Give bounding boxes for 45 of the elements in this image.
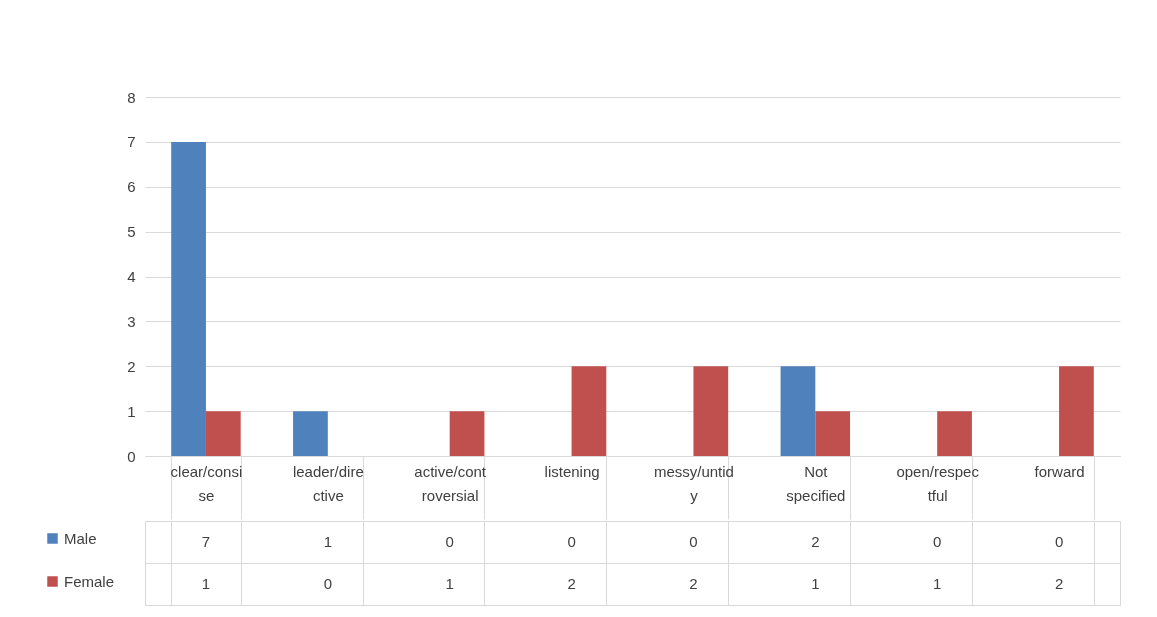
data-label: 0 <box>323 575 332 592</box>
x-tick-label: Not specified <box>786 462 846 504</box>
y-tick-label: 8 <box>127 88 136 106</box>
data-label: 1 <box>445 575 454 592</box>
y-tick-label: 1 <box>127 402 136 420</box>
bar <box>815 411 851 456</box>
bar <box>293 411 328 456</box>
data-label: 2 <box>1054 575 1064 592</box>
data-label: 7 <box>201 533 211 550</box>
bar <box>937 411 972 456</box>
data-label: 2 <box>689 575 698 592</box>
bar <box>780 366 816 456</box>
bar <box>571 366 607 456</box>
legend-label: Male <box>64 529 97 547</box>
x-tick-label: messy/untidy <box>653 462 734 504</box>
bar <box>1059 366 1094 456</box>
bar <box>449 411 485 456</box>
legend-label: Female <box>64 572 115 590</box>
data-label: 2 <box>567 575 576 592</box>
x-tick-label: active/controversial <box>414 462 487 504</box>
data-label: 1 <box>323 533 332 550</box>
data-label: 2 <box>811 533 820 550</box>
y-tick-label: 0 <box>127 447 136 465</box>
bar <box>171 141 206 456</box>
y-tick-label: 3 <box>127 312 136 330</box>
y-tick-label: 6 <box>127 178 136 196</box>
data-label: 0 <box>933 533 942 550</box>
x-tick-label: listening <box>544 462 600 480</box>
y-tick-label: 4 <box>127 268 136 285</box>
x-tick-label: clear/consise <box>170 462 243 504</box>
bar <box>205 411 241 456</box>
data-label: 1 <box>201 575 211 592</box>
x-tick-label: open/respectful <box>896 462 980 504</box>
data-label: 1 <box>811 575 820 592</box>
bar <box>693 366 729 456</box>
data-label: 0 <box>445 533 454 550</box>
data-label: 0 <box>689 533 698 550</box>
y-tick-label: 7 <box>127 133 136 151</box>
y-tick-label: 5 <box>127 223 136 241</box>
data-label: 0 <box>567 533 576 550</box>
data-label: 0 <box>1054 533 1064 550</box>
data-label: 1 <box>933 575 942 592</box>
x-tick-label: forward <box>1034 462 1085 480</box>
y-tick-label: 2 <box>127 357 136 375</box>
x-tick-label: leader/directive <box>292 462 364 504</box>
